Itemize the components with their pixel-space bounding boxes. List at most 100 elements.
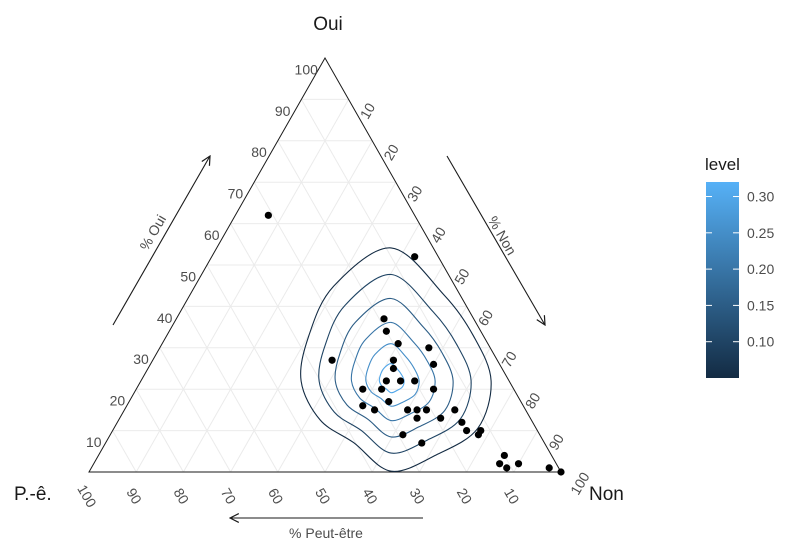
data-point bbox=[396, 377, 405, 385]
data-point bbox=[359, 402, 367, 410]
tick-label-oui: 80 bbox=[251, 144, 267, 160]
data-point bbox=[382, 327, 390, 335]
contour-line bbox=[300, 247, 492, 472]
data-point bbox=[422, 406, 431, 414]
tick-label-oui: 20 bbox=[110, 393, 126, 409]
data-point bbox=[463, 427, 471, 435]
legend-tick-label: 0.25 bbox=[747, 225, 774, 241]
contour-line bbox=[350, 321, 436, 422]
grid-line bbox=[112, 430, 137, 473]
legend-tick-label: 0.15 bbox=[747, 297, 774, 313]
tick-label-oui: 100 bbox=[295, 61, 319, 77]
data-point bbox=[385, 398, 393, 406]
data-point bbox=[380, 315, 388, 323]
legend-title: level bbox=[705, 155, 740, 174]
data-points bbox=[264, 211, 565, 476]
data-point bbox=[451, 406, 459, 414]
tick-label-oui: 40 bbox=[157, 310, 173, 326]
tick-label-non: 10 bbox=[357, 100, 379, 122]
data-point bbox=[399, 431, 407, 439]
arrow-oui-label: % Oui bbox=[136, 212, 169, 253]
data-point bbox=[545, 464, 553, 472]
data-point bbox=[411, 377, 419, 385]
vertex-label-peut-etre: P.-ê. bbox=[14, 484, 52, 505]
grid-lines bbox=[112, 98, 538, 473]
tick-label-peut-etre: 80 bbox=[171, 485, 193, 507]
density-contours bbox=[300, 247, 492, 472]
grid-line bbox=[135, 99, 350, 473]
data-point bbox=[413, 406, 421, 414]
tick-label-peut-etre: 70 bbox=[218, 485, 240, 507]
data-point bbox=[328, 356, 336, 364]
arrow-non-line bbox=[446, 155, 545, 325]
tick-label-oui: 50 bbox=[180, 268, 196, 284]
grid-line bbox=[253, 181, 420, 473]
data-point bbox=[389, 356, 398, 364]
vertex-label-oui: Oui bbox=[313, 14, 343, 35]
contour-line bbox=[318, 273, 472, 454]
tick-label-peut-etre: 40 bbox=[359, 485, 381, 507]
legend-tick-label: 0.30 bbox=[747, 189, 774, 205]
tick-label-non: 60 bbox=[475, 307, 497, 329]
arrow-non-label: % Non bbox=[485, 213, 520, 257]
tick-label-oui: 90 bbox=[275, 103, 291, 119]
contour-line bbox=[378, 363, 405, 394]
tick-label-peut-etre: 90 bbox=[123, 485, 145, 507]
data-point bbox=[378, 385, 386, 393]
contour-line bbox=[365, 343, 420, 407]
data-point bbox=[418, 439, 426, 447]
tick-label-peut-etre: 50 bbox=[312, 485, 334, 507]
vertex-label-non: Non bbox=[589, 484, 624, 505]
data-point bbox=[500, 451, 508, 460]
legend-colorbar bbox=[706, 182, 739, 378]
data-point bbox=[389, 364, 398, 373]
data-point bbox=[370, 406, 379, 414]
data-point bbox=[413, 414, 421, 422]
data-point bbox=[557, 468, 565, 476]
data-point bbox=[429, 385, 438, 393]
tick-label-oui: 70 bbox=[228, 186, 244, 202]
tick-label-non: 70 bbox=[498, 348, 520, 370]
data-point bbox=[514, 460, 523, 468]
tick-label-peut-etre: 20 bbox=[454, 485, 476, 507]
grid-line bbox=[182, 306, 279, 473]
tick-label-peut-etre: 10 bbox=[501, 485, 523, 507]
tick-label-oui: 10 bbox=[86, 434, 102, 450]
tick-label-non: 90 bbox=[545, 431, 567, 453]
arrow-oui-line bbox=[112, 156, 210, 326]
data-point bbox=[425, 344, 433, 352]
data-point bbox=[429, 360, 438, 368]
arrow-peut-etre-label: % Peut-être bbox=[289, 525, 363, 541]
contour-line bbox=[334, 297, 454, 438]
grid-line bbox=[135, 388, 184, 473]
data-point bbox=[458, 418, 466, 426]
legend: level 0.10 0.15 0.20 0.25 0.30 bbox=[705, 155, 774, 378]
tick-label-non: 40 bbox=[427, 224, 449, 246]
data-point bbox=[496, 460, 504, 468]
legend-tick-label: 0.10 bbox=[747, 334, 774, 350]
data-point bbox=[474, 431, 482, 439]
tick-label-peut-etre: 60 bbox=[265, 485, 287, 507]
data-point bbox=[394, 340, 402, 348]
grid-line bbox=[206, 264, 326, 473]
tick-label-non: 50 bbox=[451, 266, 473, 288]
grid-line bbox=[466, 388, 515, 473]
tick-label-non: 80 bbox=[522, 390, 544, 412]
triangle-border bbox=[88, 56, 562, 473]
data-point bbox=[503, 464, 511, 472]
tick-label-oui: 60 bbox=[204, 227, 220, 243]
grid-line bbox=[230, 181, 397, 473]
tick-label-non: 20 bbox=[380, 141, 402, 163]
grid-line bbox=[159, 347, 232, 473]
tick-label-peut-etre: 30 bbox=[407, 485, 429, 507]
grid-line bbox=[300, 99, 515, 473]
tick-label-non: 30 bbox=[404, 183, 426, 205]
tick-label-peut-etre: 100 bbox=[74, 482, 100, 510]
data-point bbox=[359, 385, 367, 393]
data-point bbox=[382, 377, 390, 385]
tick-label-oui: 30 bbox=[133, 351, 149, 367]
legend-tick-label: 0.20 bbox=[747, 261, 774, 277]
data-point bbox=[264, 211, 272, 219]
data-point bbox=[437, 414, 445, 422]
